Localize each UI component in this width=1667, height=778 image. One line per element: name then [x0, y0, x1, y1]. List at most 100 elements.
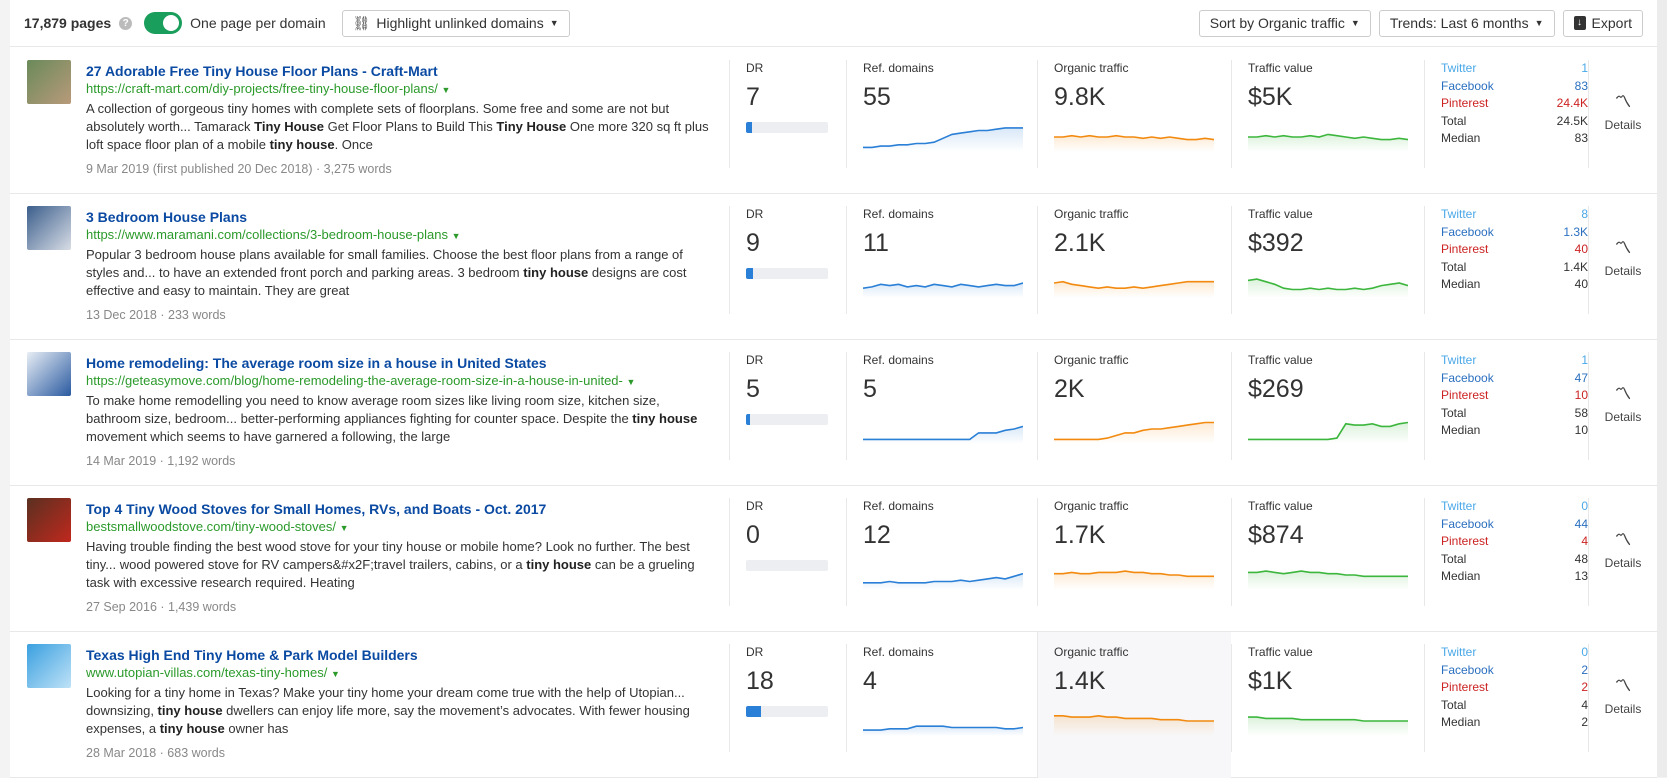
page-thumbnail[interactable]	[27, 206, 71, 250]
median-count: 40	[1574, 277, 1588, 292]
result-row: 3 Bedroom House Plans https://www.marama…	[10, 194, 1657, 340]
trend-sparkline	[863, 425, 1023, 444]
trend-sparkline	[1054, 134, 1214, 152]
trend-sparkline	[1248, 278, 1408, 298]
details-button[interactable]: 〽 Details	[1588, 644, 1657, 752]
sparkline-line	[1054, 421, 1214, 441]
page-meta: 9 Mar 2019 (first published 20 Dec 2018)…	[86, 162, 392, 176]
facebook-count: 44	[1574, 516, 1588, 531]
caret-down-icon: ▼	[1350, 18, 1360, 28]
trend-chart-icon: 〽	[1614, 386, 1631, 403]
details-label: Details	[1604, 556, 1642, 570]
page-thumbnail[interactable]	[27, 352, 71, 396]
caret-down-icon[interactable]: ▼	[330, 669, 340, 679]
caret-down-icon[interactable]: ▼	[339, 523, 349, 533]
caret-down-icon[interactable]: ▼	[441, 85, 451, 95]
dr-label: DR	[746, 499, 764, 513]
ref-domains-value[interactable]: 4	[863, 667, 877, 695]
sparkline-line	[1248, 716, 1408, 722]
sparkline-line	[863, 282, 1023, 289]
trend-sparkline	[863, 725, 1023, 736]
page-title-link[interactable]: 3 Bedroom House Plans	[86, 209, 248, 225]
page-thumbnail[interactable]	[27, 60, 71, 104]
page-title-link[interactable]: Home remodeling: The average room size i…	[86, 355, 547, 371]
page-url-link[interactable]: bestsmallwoodstove.com/tiny-wood-stoves/	[86, 519, 336, 534]
dr-column: DR 9	[729, 206, 846, 314]
page-thumbnail[interactable]	[27, 498, 71, 542]
caret-down-icon[interactable]: ▼	[451, 231, 461, 241]
traffic-value-label: Traffic value	[1248, 353, 1313, 367]
dr-column: DR 18	[729, 644, 846, 752]
ref-domains-value[interactable]: 11	[863, 229, 889, 257]
trend-sparkline	[1054, 570, 1214, 590]
desc-segment: can be a grueling task with excessive re…	[86, 557, 695, 590]
help-icon[interactable]: ?	[119, 16, 133, 30]
dr-value: 18	[746, 667, 774, 695]
traffic-value-label: Traffic value	[1248, 499, 1313, 513]
pinterest-label: Pinterest	[1441, 96, 1489, 111]
median-count: 10	[1574, 423, 1588, 438]
details-button[interactable]: 〽 Details	[1588, 352, 1657, 460]
dr-column: DR 5	[729, 352, 846, 460]
pinterest-count: 24.4K	[1556, 96, 1588, 111]
page-title-link[interactable]: 27 Adorable Free Tiny House Floor Plans …	[86, 63, 438, 79]
trend-sparkline	[863, 282, 1023, 298]
total-count: 4	[1581, 697, 1588, 712]
twitter-label: Twitter	[1441, 645, 1477, 659]
traffic-value-column: Traffic value $269	[1231, 352, 1424, 460]
page-title-link[interactable]: Texas High End Tiny Home & Park Model Bu…	[86, 647, 418, 663]
sort-dropdown[interactable]: Sort by Organic traffic ▼	[1198, 9, 1371, 37]
dr-value: 5	[746, 375, 760, 403]
dr-column: DR 7	[729, 60, 846, 168]
sparkline-area	[1248, 717, 1408, 736]
desc-segment: Having trouble finding the best wood sto…	[86, 539, 690, 572]
dr-bar	[746, 414, 828, 425]
result-row: Home remodeling: The average room size i…	[10, 340, 1657, 486]
organic-traffic-column: Organic traffic 9.8K	[1037, 60, 1231, 168]
twitter-count: 1	[1581, 353, 1588, 367]
organic-traffic-value[interactable]: 1.7K	[1054, 521, 1106, 549]
details-label: Details	[1604, 118, 1642, 132]
page-url-link[interactable]: www.utopian-villas.com/texas-tiny-homes/	[86, 665, 328, 680]
one-page-per-domain-toggle[interactable]	[144, 12, 183, 34]
organic-traffic-value[interactable]: 1.4K	[1054, 667, 1106, 695]
organic-traffic-value[interactable]: 9.8K	[1054, 83, 1106, 111]
dr-value: 0	[746, 521, 760, 549]
details-button[interactable]: 〽 Details	[1588, 60, 1657, 168]
sparkline-line	[1054, 714, 1214, 722]
organic-traffic-column: Organic traffic 1.7K	[1037, 498, 1231, 606]
desc-segment: tiny house	[159, 721, 225, 736]
trend-sparkline	[863, 572, 1023, 590]
ref-domains-value[interactable]: 12	[863, 521, 891, 549]
page-thumbnail[interactable]	[27, 644, 71, 688]
sparkline-area	[863, 426, 1023, 444]
sparkline-line	[1054, 280, 1214, 290]
sparkline-line	[863, 425, 1023, 441]
organic-traffic-value[interactable]: 2K	[1054, 375, 1085, 403]
pinterest-count: 40	[1574, 242, 1588, 257]
organic-traffic-value[interactable]: 2.1K	[1054, 229, 1106, 257]
page-url-link[interactable]: https://www.maramani.com/collections/3-b…	[86, 227, 448, 242]
total-count: 48	[1574, 551, 1588, 566]
facebook-count: 2	[1581, 662, 1588, 677]
total-label: Total	[1441, 697, 1467, 712]
highlight-unlinked-domains-dropdown[interactable]: ⛓ Highlight unlinked domains ▼	[341, 9, 570, 37]
social-shares: Twitter 1 Facebook 47 Pinterest 10 Total 58 …	[1424, 352, 1588, 460]
page-url-link[interactable]: https://geteasymove.com/blog/home-remode…	[86, 373, 623, 388]
page-title-link[interactable]: Top 4 Tiny Wood Stoves for Small Homes, …	[86, 501, 547, 517]
ref-domains-value[interactable]: 5	[863, 375, 877, 403]
scrollbar[interactable]	[1657, 0, 1667, 777]
facebook-label: Facebook	[1441, 78, 1494, 93]
details-button[interactable]: 〽 Details	[1588, 206, 1657, 314]
caret-down-icon[interactable]: ▼	[626, 377, 636, 387]
page-url-link[interactable]: https://craft-mart.com/diy-projects/free…	[86, 81, 438, 96]
page-meta: 14 Mar 2019 · 1,192 words	[86, 454, 236, 468]
traffic-value-value: $392	[1248, 229, 1304, 257]
export-button[interactable]: ↓ Export	[1562, 9, 1643, 37]
ref-domains-value[interactable]: 55	[863, 83, 891, 111]
details-button[interactable]: 〽 Details	[1588, 498, 1657, 606]
page-description: A collection of gorgeous tiny homes with…	[86, 100, 716, 154]
result-row: Top 4 Tiny Wood Stoves for Small Homes, …	[10, 486, 1657, 632]
page-description: Looking for a tiny home in Texas? Make y…	[86, 684, 716, 738]
trends-dropdown[interactable]: Trends: Last 6 months ▼	[1378, 9, 1555, 37]
